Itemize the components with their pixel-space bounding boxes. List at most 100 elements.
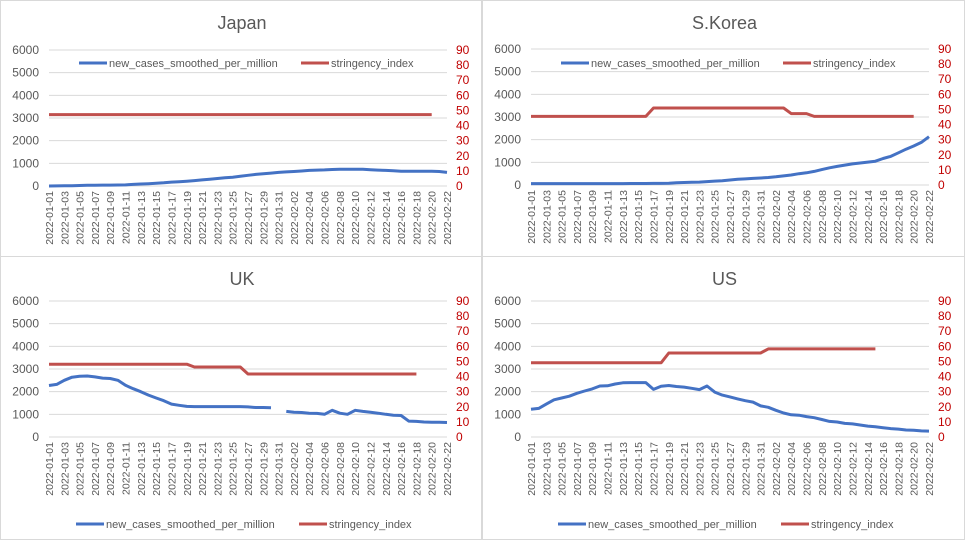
chart-title: US [712, 269, 737, 289]
x-axis-tick-label: 2022-02-08 [335, 191, 347, 245]
x-axis-tick-label: 2022-01-05 [557, 190, 569, 244]
right-axis-tick-label: 70 [456, 324, 470, 338]
x-axis-tick-label: 2022-01-13 [136, 191, 148, 245]
x-axis-tick-label: 2022-01-19 [664, 442, 676, 496]
x-axis-tick-label: 2022-02-20 [427, 442, 439, 496]
x-axis-tick-label: 2022-02-20 [909, 442, 921, 496]
series-line-new-cases-smoothed-per-million [531, 383, 929, 432]
x-axis-tick-label: 2022-02-10 [350, 442, 362, 496]
x-axis-tick-label: 2022-02-14 [863, 442, 875, 496]
left-axis-tick-label: 5000 [494, 317, 521, 331]
x-axis-tick-label: 2022-01-25 [228, 191, 240, 245]
x-axis-tick-label: 2022-02-04 [304, 191, 316, 245]
right-axis-tick-label: 20 [456, 149, 470, 163]
right-axis-tick-label: 0 [938, 430, 945, 444]
right-axis-tick-label: 80 [938, 57, 952, 71]
left-axis-tick-label: 4000 [494, 87, 521, 101]
x-axis-tick-label: 2022-02-02 [771, 190, 783, 244]
left-axis-tick-label: 0 [514, 430, 521, 444]
x-axis-tick-label: 2022-01-07 [90, 442, 102, 496]
x-axis-tick-label: 2022-02-06 [320, 191, 332, 245]
x-axis-tick-label: 2022-01-17 [166, 191, 178, 245]
left-axis-tick-label: 1000 [12, 407, 39, 421]
right-axis-tick-label: 20 [938, 148, 952, 162]
left-axis-tick-label: 1000 [12, 156, 39, 170]
x-axis-tick-label: 2022-01-21 [197, 191, 209, 245]
x-axis-tick-label: 2022-01-15 [151, 442, 163, 496]
left-axis-tick-label: 0 [32, 179, 39, 193]
x-axis-tick-label: 2022-02-18 [893, 442, 905, 496]
x-axis-tick-label: 2022-01-09 [587, 442, 599, 496]
x-axis-tick-label: 2022-01-13 [618, 190, 630, 244]
right-axis-tick-label: 30 [456, 134, 470, 148]
x-axis-tick-label: 2022-02-22 [924, 190, 936, 244]
right-axis-tick-label: 20 [456, 400, 470, 414]
x-axis-tick-label: 2022-02-06 [802, 442, 814, 496]
x-axis-tick-label: 2022-01-03 [541, 442, 553, 496]
left-axis-tick-label: 1000 [494, 407, 521, 421]
x-axis-tick-label: 2022-01-15 [151, 191, 163, 245]
x-axis-tick-label: 2022-01-29 [740, 442, 752, 496]
x-axis-tick-label: 2022-02-08 [817, 442, 829, 496]
legend-label: stringency_index [331, 58, 414, 70]
x-axis-tick-label: 2022-01-09 [105, 442, 117, 496]
right-axis-tick-label: 50 [938, 102, 952, 116]
x-axis-tick-label: 2022-01-07 [572, 190, 584, 244]
x-axis-tick-label: 2022-01-21 [197, 442, 209, 496]
x-axis-tick-label: 2022-01-23 [694, 190, 706, 244]
x-axis-tick-label: 2022-01-21 [679, 190, 691, 244]
left-axis-tick-label: 6000 [12, 43, 39, 57]
x-axis-tick-label: 2022-02-18 [411, 191, 423, 245]
right-axis-tick-label: 40 [456, 119, 470, 133]
left-axis-tick-label: 5000 [12, 66, 39, 80]
legend-label: stringency_index [811, 519, 894, 531]
left-axis-tick-label: 0 [32, 430, 39, 444]
right-axis-tick-label: 60 [938, 87, 952, 101]
x-axis-tick-label: 2022-02-10 [832, 442, 844, 496]
chart-s-korea: S.Korea010002000300040005000600001020304… [483, 1, 965, 258]
x-axis-tick-label: 2022-01-27 [725, 190, 737, 244]
right-axis-tick-label: 70 [938, 324, 952, 338]
right-axis-tick-label: 0 [456, 430, 463, 444]
legend-label: new_cases_smoothed_per_million [588, 519, 757, 531]
x-axis-tick-label: 2022-01-31 [756, 190, 768, 244]
right-axis-tick-label: 80 [938, 309, 952, 323]
legend-label: new_cases_smoothed_per_million [591, 58, 760, 70]
left-axis-tick-label: 2000 [494, 385, 521, 399]
series-line-stringency-index [531, 349, 875, 363]
x-axis-tick-label: 2022-01-03 [59, 442, 71, 496]
x-axis-tick-label: 2022-01-09 [105, 191, 117, 245]
right-axis-tick-label: 90 [456, 43, 470, 57]
x-axis-tick-label: 2022-01-23 [694, 442, 706, 496]
left-axis-tick-label: 2000 [494, 133, 521, 147]
x-axis-tick-label: 2022-02-14 [863, 190, 875, 244]
right-axis-tick-label: 40 [938, 118, 952, 132]
x-axis-tick-label: 2022-02-16 [878, 442, 890, 496]
x-axis-tick-label: 2022-01-03 [541, 190, 553, 244]
x-axis-tick-label: 2022-02-22 [442, 442, 454, 496]
x-axis-tick-label: 2022-02-04 [786, 442, 798, 496]
x-axis-tick-label: 2022-01-17 [166, 442, 178, 496]
legend-label: new_cases_smoothed_per_million [106, 519, 275, 531]
right-axis-tick-label: 40 [456, 370, 470, 384]
right-axis-tick-label: 90 [938, 42, 952, 56]
x-axis-tick-label: 2022-02-08 [817, 190, 829, 244]
right-axis-tick-label: 30 [938, 385, 952, 399]
left-axis-tick-label: 3000 [12, 111, 39, 125]
right-axis-tick-label: 10 [456, 415, 470, 429]
x-axis-tick-label: 2022-01-05 [75, 191, 87, 245]
x-axis-tick-label: 2022-01-05 [557, 442, 569, 496]
x-axis-tick-label: 2022-01-19 [664, 190, 676, 244]
right-axis-tick-label: 10 [938, 163, 952, 177]
x-axis-tick-label: 2022-02-02 [289, 442, 301, 496]
x-axis-tick-label: 2022-01-15 [633, 442, 645, 496]
right-axis-tick-label: 40 [938, 370, 952, 384]
x-axis-tick-label: 2022-01-13 [618, 442, 630, 496]
x-axis-tick-label: 2022-01-01 [526, 442, 538, 496]
x-axis-tick-label: 2022-02-04 [786, 190, 798, 244]
x-axis-tick-label: 2022-02-20 [427, 191, 439, 245]
left-axis-tick-label: 5000 [494, 65, 521, 79]
x-axis-tick-label: 2022-02-06 [320, 442, 332, 496]
